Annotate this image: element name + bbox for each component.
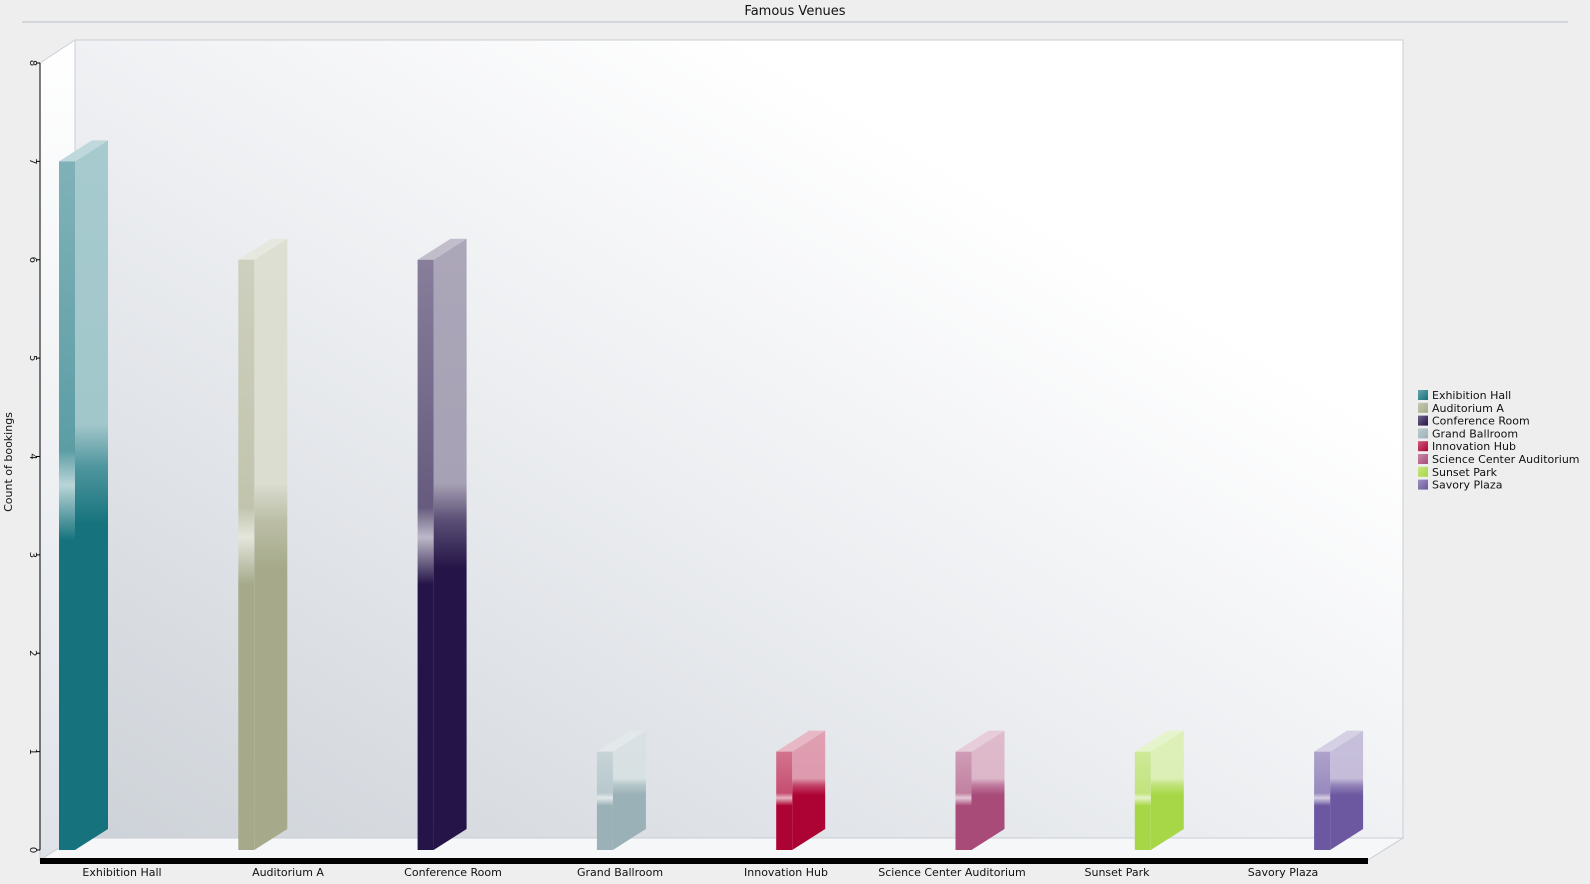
- x-tick-label: Savory Plaza: [1248, 866, 1318, 879]
- bar: [776, 730, 826, 850]
- legend-entry: Grand Ballroom: [1418, 427, 1518, 440]
- bar-side: [971, 730, 1005, 850]
- legend-entry: Savory Plaza: [1418, 479, 1502, 492]
- y-tick-label: 8: [27, 60, 38, 66]
- y-tick-label: 2: [27, 650, 38, 656]
- bar: [238, 238, 288, 850]
- bar-top: [596, 730, 646, 752]
- bar: [417, 238, 467, 850]
- bar-side: [1150, 730, 1184, 850]
- x-tick-label: Sunset Park: [1084, 866, 1150, 879]
- legend-swatch: [1418, 428, 1428, 439]
- bar-front: [1134, 751, 1151, 850]
- bar-top: [955, 730, 1005, 752]
- x-axis-floor-edge: [40, 858, 1368, 864]
- bar-front: [955, 751, 972, 850]
- bar-top: [776, 730, 826, 752]
- legend-swatch: [1418, 479, 1428, 490]
- legend-label: Auditorium A: [1432, 402, 1504, 415]
- legend-label: Innovation Hub: [1432, 440, 1516, 453]
- x-tick-label: Auditorium A: [252, 866, 324, 879]
- x-tick-label: Grand Ballroom: [577, 866, 663, 879]
- bar-side: [612, 730, 646, 850]
- bar-side: [254, 238, 288, 850]
- y-axis: 0 1 2 3 4 5 6 7 8: [27, 60, 41, 853]
- legend-entry: Science Center Auditorium: [1418, 453, 1580, 466]
- bar: [596, 730, 646, 850]
- bar-side: [1330, 730, 1364, 850]
- bar-front: [238, 259, 255, 850]
- legend-entry: Exhibition Hall: [1418, 389, 1511, 402]
- y-tick-label: 5: [27, 355, 38, 361]
- bar-front: [417, 259, 434, 850]
- legend-entry: Innovation Hub: [1418, 440, 1516, 453]
- legend-label: Grand Ballroom: [1432, 427, 1518, 440]
- legend-swatch: [1418, 454, 1428, 464]
- bar-front: [776, 751, 793, 850]
- x-tick-label: Science Center Auditorium: [878, 866, 1026, 879]
- y-tick-label: 3: [27, 552, 38, 558]
- bar: [59, 140, 108, 850]
- x-tick-label: Exhibition Hall: [82, 866, 161, 879]
- bar-side: [433, 238, 467, 850]
- bar-front: [1314, 751, 1331, 850]
- bar: [955, 730, 1005, 850]
- legend-label: Sunset Park: [1432, 466, 1498, 479]
- legend-swatch: [1418, 390, 1428, 400]
- y-tick-label: 4: [27, 453, 38, 459]
- legend-label: Science Center Auditorium: [1432, 453, 1580, 466]
- legend-entry: Conference Room: [1418, 415, 1530, 428]
- x-axis: Exhibition Hall Auditorium A Conference Ro…: [82, 866, 1318, 879]
- legend-swatch: [1418, 441, 1428, 452]
- legend-swatch: [1418, 466, 1428, 477]
- y-tick-label: 0: [27, 847, 38, 853]
- legend-label: Exhibition Hall: [1432, 389, 1511, 402]
- y-tick-label: 6: [27, 257, 38, 263]
- bar: [1314, 730, 1364, 850]
- x-tick-label: Conference Room: [404, 866, 502, 879]
- bar-side: [792, 730, 826, 850]
- legend-swatch: [1418, 402, 1428, 413]
- bar-top: [1134, 730, 1184, 752]
- bar-side: [75, 140, 108, 850]
- legend-label: Conference Room: [1432, 415, 1530, 428]
- legend-entry: Sunset Park: [1418, 466, 1498, 479]
- bar: [1134, 730, 1184, 850]
- bar-front: [59, 161, 75, 850]
- legend-swatch: [1418, 415, 1428, 426]
- bar-top: [417, 238, 467, 260]
- bar-front: [596, 751, 613, 850]
- y-tick-label: 1: [27, 748, 38, 754]
- y-axis-label: Count of bookings: [2, 412, 15, 512]
- x-tick-label: Innovation Hub: [744, 866, 828, 879]
- legend-label: Savory Plaza: [1432, 479, 1502, 492]
- bar-top: [238, 238, 288, 260]
- y-tick-label: 7: [27, 158, 38, 164]
- bar-top: [59, 140, 108, 162]
- legend-entry: Auditorium A: [1418, 402, 1504, 415]
- bars: [59, 140, 1364, 850]
- chart-title: Famous Venues: [744, 4, 845, 19]
- bar-top: [1314, 730, 1364, 752]
